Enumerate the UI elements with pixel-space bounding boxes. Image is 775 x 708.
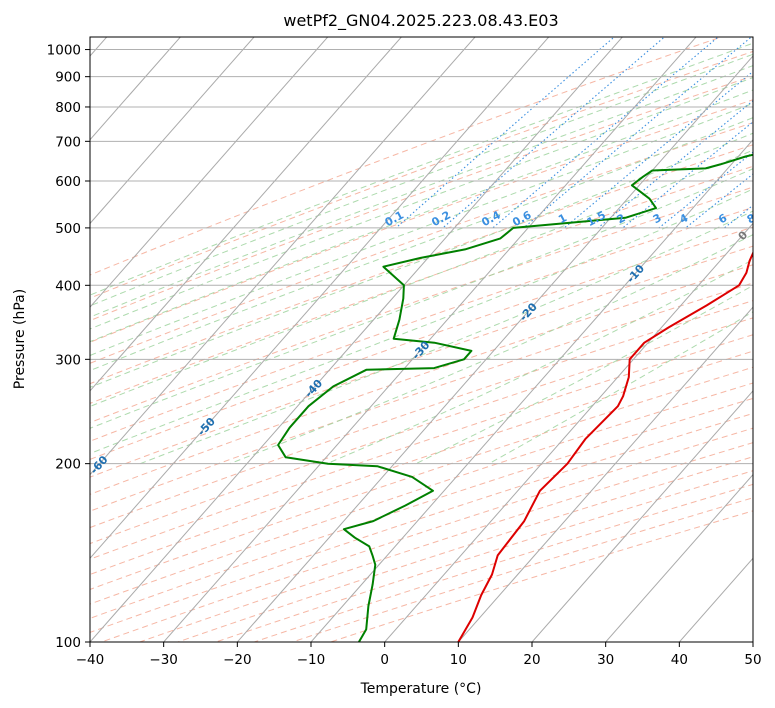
dewpoint-profile-line (277, 153, 753, 642)
dry-adiabat-line (90, 245, 753, 478)
isotherm-line (90, 37, 550, 560)
x-axis-label: Temperature (°C) (360, 681, 482, 697)
y-tick-label: 100 (55, 635, 81, 651)
mixing-ratio-line (492, 37, 720, 229)
dry-adiabat-line (214, 470, 753, 642)
mixing-ratio-label: 8 (745, 211, 758, 226)
x-tick-label: −30 (149, 652, 178, 668)
x-tick-label: −10 (297, 652, 326, 668)
mixing-ratio-line (597, 100, 753, 229)
x-axis-ticks: −40 −30 −20 −10 0 10 20 30 40 50 (76, 642, 762, 668)
y-tick-label: 500 (55, 221, 81, 237)
x-tick-label: 10 (450, 652, 467, 668)
y-tick-label: 600 (55, 174, 81, 190)
isotherm-line (90, 37, 476, 476)
y-tick-label: 900 (55, 70, 81, 86)
dry-adiabat-line (90, 264, 753, 495)
x-tick-label: 50 (744, 652, 761, 668)
moist-adiabat-line (90, 53, 753, 307)
dry-adiabat-line (90, 412, 753, 633)
dry-adiabat-line (90, 300, 753, 529)
y-tick-label: 200 (55, 457, 81, 473)
x-tick-label: 40 (671, 652, 688, 668)
y-tick-label: 1000 (47, 43, 81, 59)
dry-adiabat-line (328, 510, 753, 642)
temperature-profile-line (457, 250, 753, 642)
plot-frame (89, 36, 754, 643)
dry-adiabat-line (90, 50, 753, 299)
isotherm-line (90, 37, 255, 225)
dry-adiabat-line (90, 334, 753, 560)
dry-adiabat-line (90, 165, 753, 404)
pressure-gridlines (90, 49, 753, 642)
isotherm-line (90, 37, 403, 392)
dry-adiabat-line (90, 122, 753, 364)
x-tick-label: 20 (523, 652, 540, 668)
isotherms (90, 37, 753, 642)
isotherm-line (457, 306, 753, 642)
moist-adiabat-line (488, 311, 753, 465)
y-axis-ticks: 100 200 300 400 500 600 700 800 900 1000 (47, 43, 90, 651)
x-tick-label: 30 (597, 652, 614, 668)
dry-adiabats (90, 37, 753, 642)
dry-adiabat-line (90, 282, 753, 512)
isotherm-line (384, 222, 753, 642)
dry-adiabat-line (90, 37, 723, 276)
isotherm-line (531, 390, 753, 642)
plot-area: -100-90-80-70-60-50-40-30-20-10010203040… (90, 37, 758, 642)
isotherm-line (605, 473, 753, 642)
moist-adiabat-line (229, 234, 753, 465)
moist-adiabat-line (90, 188, 753, 455)
y-tick-label: 800 (55, 100, 81, 116)
isotherm-line (90, 37, 329, 308)
y-tick-label: 400 (55, 278, 81, 294)
moist-adiabat-line (90, 149, 753, 407)
mixing-ratio-line (442, 37, 666, 229)
mixing-ratio-line (622, 121, 753, 229)
mixing-ratio-line (523, 37, 753, 229)
dry-adiabat-line (90, 144, 753, 385)
x-tick-label: 0 (380, 652, 389, 668)
y-axis-label: Pressure (hPa) (12, 289, 28, 389)
x-tick-label: −20 (223, 652, 252, 668)
y-tick-label: 700 (55, 134, 81, 150)
dry-adiabat-line (90, 382, 753, 605)
y-tick-label: 300 (55, 352, 81, 368)
dry-adiabat-line (90, 397, 753, 619)
mixing-ratio-line (685, 173, 753, 229)
mixing-ratio-lines (395, 37, 753, 229)
isotherm-line (236, 55, 753, 642)
x-tick-label: −40 (76, 652, 105, 668)
isotherm-line (90, 37, 182, 141)
mixing-ratio-line (395, 37, 616, 229)
moist-adiabat-line (90, 65, 753, 318)
isotherm-line (90, 37, 624, 642)
moist-adiabat-line (90, 168, 753, 429)
dry-adiabat-line (176, 456, 753, 642)
moist-adiabat-line (326, 259, 753, 465)
moist-adiabat-line (90, 76, 753, 330)
isotherm-line (163, 37, 697, 642)
chart-title: wetPf2_GN04.2025.223.08.43.E03 (283, 11, 558, 31)
dry-adiabat-line (90, 99, 753, 343)
isotherm-line (310, 138, 753, 642)
profiles (277, 153, 753, 642)
moist-adiabat-line (90, 89, 753, 343)
